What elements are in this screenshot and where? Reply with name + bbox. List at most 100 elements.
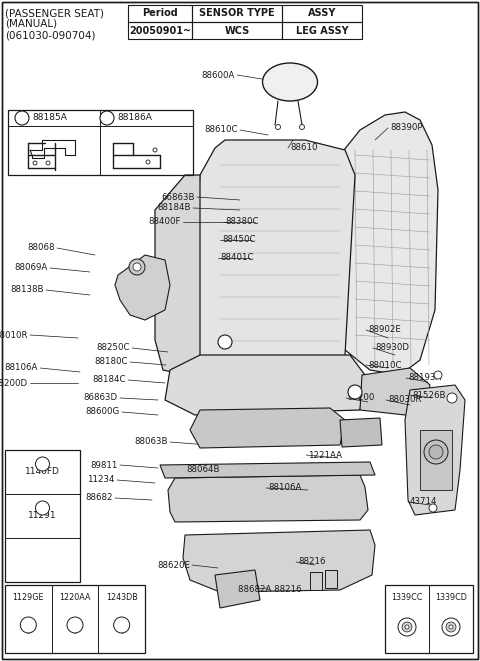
Text: 88620E: 88620E — [157, 561, 190, 570]
Text: (061030-090704): (061030-090704) — [5, 30, 96, 40]
Polygon shape — [215, 570, 260, 608]
Circle shape — [218, 335, 232, 349]
Text: 88682: 88682 — [85, 494, 113, 502]
Circle shape — [300, 124, 304, 130]
Text: 86863D: 86863D — [84, 393, 118, 403]
Polygon shape — [360, 368, 430, 415]
Circle shape — [424, 440, 448, 464]
Circle shape — [46, 161, 50, 165]
Polygon shape — [340, 112, 438, 375]
Bar — [420, 430, 452, 490]
Text: 1140FD: 1140FD — [25, 467, 60, 477]
Text: 88193A: 88193A — [408, 373, 441, 383]
Text: 88068: 88068 — [27, 243, 55, 253]
Circle shape — [402, 622, 412, 632]
Text: WCS: WCS — [224, 26, 250, 36]
Text: 81526B: 81526B — [412, 391, 445, 399]
Bar — [192, 22, 282, 39]
Circle shape — [129, 259, 145, 275]
Text: LEG ASSY: LEG ASSY — [296, 26, 348, 36]
Text: 1339CD: 1339CD — [435, 592, 467, 602]
Text: 20050901~: 20050901~ — [129, 26, 191, 36]
Circle shape — [405, 625, 409, 629]
Text: 43714: 43714 — [410, 498, 437, 506]
Text: b: b — [222, 338, 228, 346]
Circle shape — [153, 148, 157, 152]
Text: 88390P: 88390P — [390, 124, 422, 132]
Text: 88600A: 88600A — [202, 71, 235, 79]
Bar — [128, 22, 192, 39]
Text: 88138B: 88138B — [11, 286, 44, 295]
Text: 66863B: 66863B — [161, 192, 195, 202]
Polygon shape — [165, 355, 365, 415]
Text: 88180C: 88180C — [95, 358, 128, 366]
Text: 88401C: 88401C — [220, 254, 253, 262]
Circle shape — [447, 393, 457, 403]
Circle shape — [276, 124, 280, 130]
Bar — [5, 450, 80, 582]
Text: 88682A 88216: 88682A 88216 — [238, 586, 301, 594]
Text: 88610: 88610 — [290, 143, 317, 153]
Circle shape — [348, 385, 362, 399]
Text: 1221AA: 1221AA — [308, 451, 342, 459]
Text: 1220AA: 1220AA — [59, 592, 91, 602]
Circle shape — [449, 625, 453, 629]
Bar — [282, 22, 362, 39]
Text: 88064B: 88064B — [187, 465, 220, 475]
Bar — [8, 110, 193, 175]
Text: 88184B: 88184B — [157, 204, 191, 212]
Bar — [5, 585, 145, 653]
Text: 88106A: 88106A — [268, 483, 301, 492]
Ellipse shape — [263, 63, 317, 101]
Bar — [310, 572, 322, 590]
Text: 11234: 11234 — [87, 475, 115, 485]
Text: 88400F: 88400F — [148, 217, 181, 227]
Circle shape — [15, 111, 29, 125]
Text: 88200D: 88200D — [0, 379, 28, 387]
Text: b: b — [104, 114, 110, 122]
Polygon shape — [115, 255, 170, 320]
Bar — [325, 570, 337, 588]
Text: a: a — [352, 387, 358, 397]
Text: 88930D: 88930D — [375, 344, 409, 352]
Polygon shape — [405, 385, 465, 515]
Circle shape — [36, 501, 49, 515]
Text: 88186A: 88186A — [117, 114, 152, 122]
Circle shape — [398, 618, 416, 636]
Circle shape — [133, 263, 141, 271]
Polygon shape — [340, 418, 382, 447]
Text: 88902E: 88902E — [368, 325, 401, 334]
Circle shape — [434, 371, 442, 379]
Text: 88250C: 88250C — [96, 344, 130, 352]
Text: 88106A: 88106A — [5, 364, 38, 373]
Polygon shape — [168, 475, 368, 522]
Polygon shape — [183, 530, 375, 592]
Text: 88610C: 88610C — [204, 126, 238, 134]
Circle shape — [442, 618, 460, 636]
Text: 88380C: 88380C — [225, 217, 259, 227]
Text: a: a — [19, 114, 24, 122]
Text: 88216: 88216 — [298, 557, 325, 566]
Text: 1243DB: 1243DB — [106, 592, 138, 602]
Circle shape — [446, 622, 456, 632]
Text: (MANUAL): (MANUAL) — [5, 19, 57, 29]
Text: 88010R: 88010R — [0, 330, 28, 340]
Text: 88450C: 88450C — [222, 235, 255, 245]
Text: 88069A: 88069A — [15, 264, 48, 272]
Text: 95200: 95200 — [348, 393, 375, 403]
Circle shape — [36, 457, 49, 471]
Circle shape — [114, 617, 130, 633]
Text: 89811: 89811 — [91, 461, 118, 469]
Circle shape — [67, 617, 83, 633]
Text: 1129GE: 1129GE — [12, 592, 44, 602]
Text: 11291: 11291 — [28, 512, 57, 520]
Bar — [128, 5, 192, 22]
Bar — [385, 585, 473, 653]
Text: 88600G: 88600G — [86, 407, 120, 416]
Polygon shape — [155, 175, 200, 375]
Text: 88030R: 88030R — [388, 395, 421, 405]
Bar — [282, 5, 362, 22]
Circle shape — [146, 160, 150, 164]
Polygon shape — [160, 462, 375, 478]
Text: Period: Period — [142, 9, 178, 19]
